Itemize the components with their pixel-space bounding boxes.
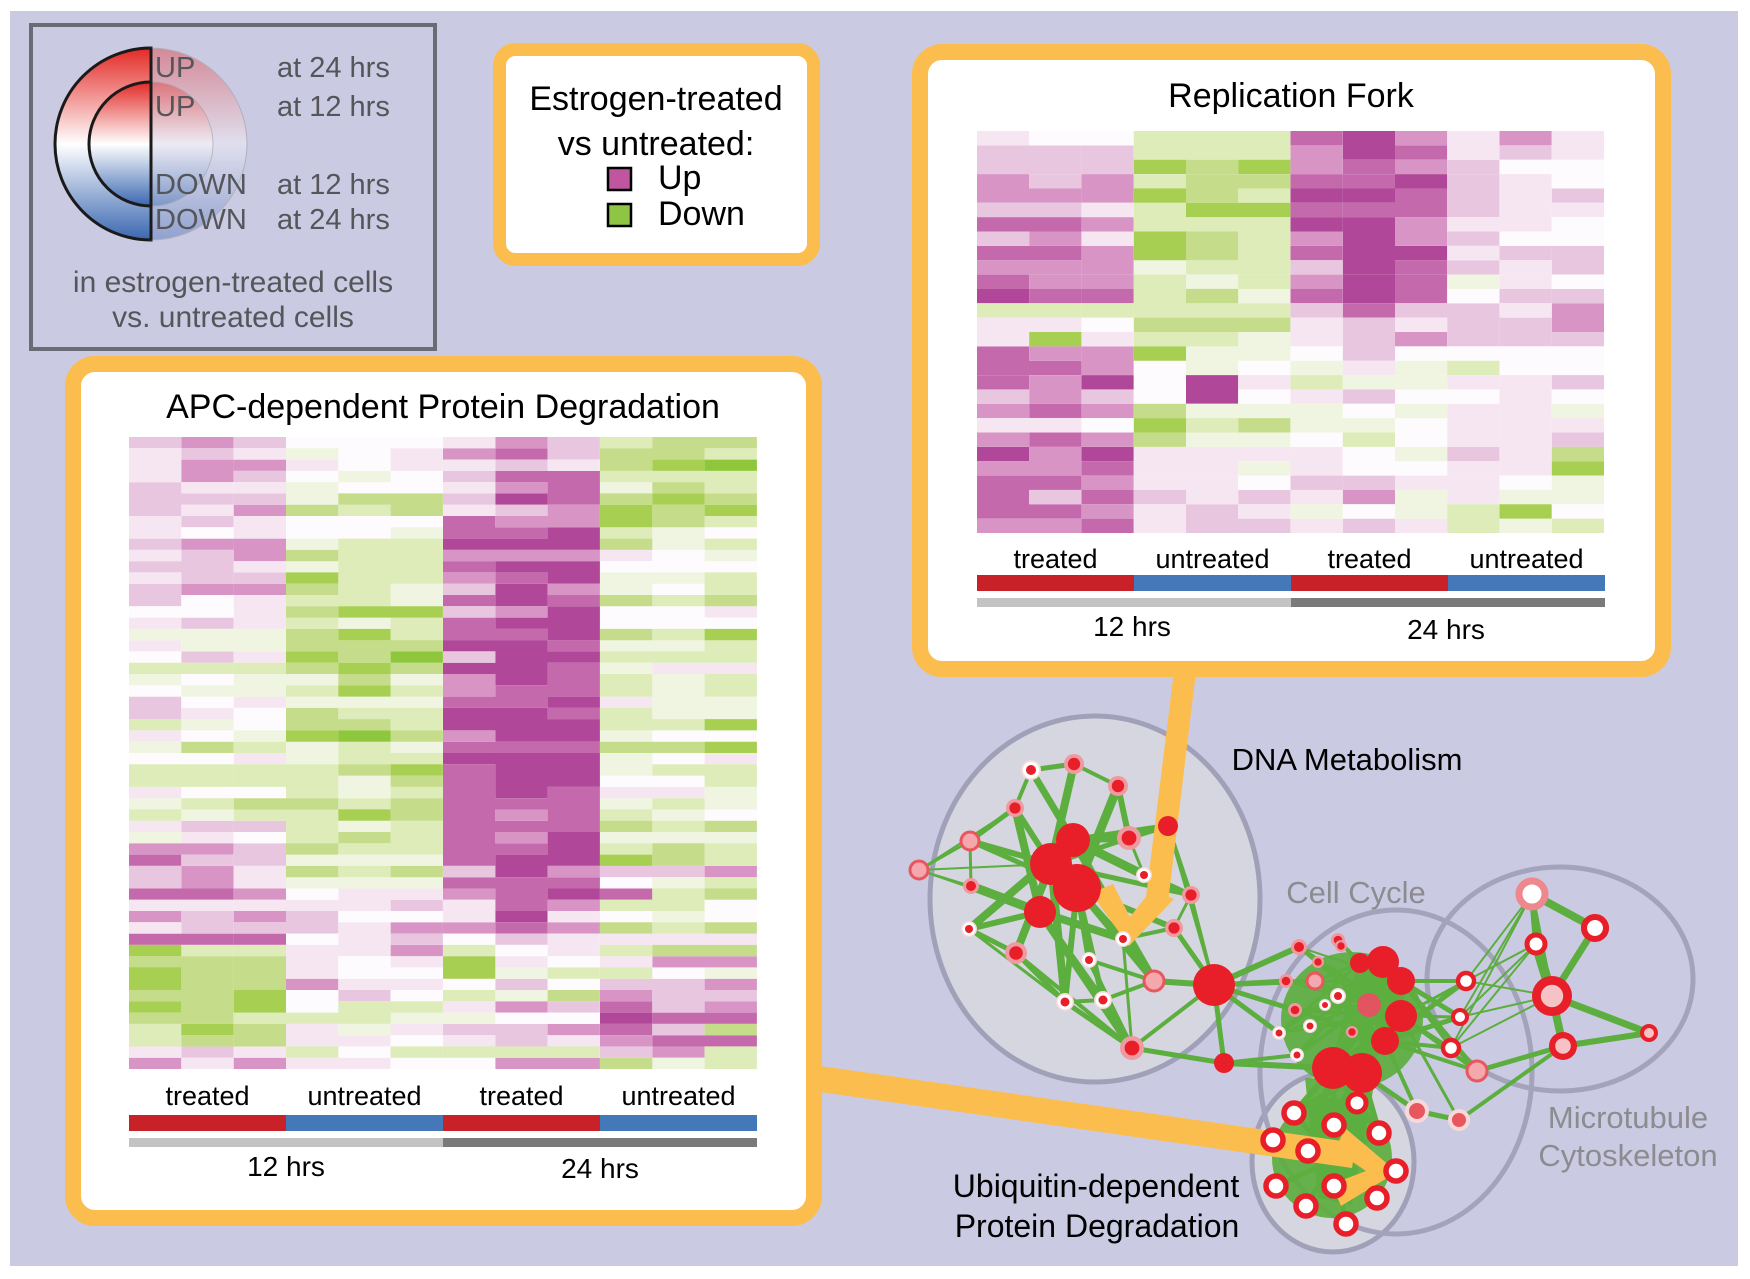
svg-text:vs untreated:: vs untreated:	[558, 125, 755, 163]
svg-text:Microtubule: Microtubule	[1548, 1100, 1708, 1135]
svg-text:treated: treated	[479, 1081, 563, 1111]
svg-text:untreated: untreated	[307, 1081, 421, 1111]
svg-text:untreated: untreated	[1469, 544, 1583, 574]
svg-text:Down: Down	[658, 195, 745, 233]
svg-text:24 hrs: 24 hrs	[561, 1153, 639, 1184]
svg-text:vs. untreated cells: vs. untreated cells	[112, 301, 354, 334]
svg-text:at 12 hrs: at 12 hrs	[277, 169, 390, 201]
svg-text:24 hrs: 24 hrs	[1407, 614, 1485, 645]
svg-text:Ubiquitin-dependent: Ubiquitin-dependent	[953, 1168, 1240, 1204]
svg-text:Cell Cycle: Cell Cycle	[1286, 875, 1426, 910]
svg-text:at 24 hrs: at 24 hrs	[277, 204, 390, 236]
svg-text:12 hrs: 12 hrs	[247, 1151, 325, 1182]
svg-text:Up: Up	[658, 159, 701, 197]
svg-text:Cytoskeleton: Cytoskeleton	[1538, 1138, 1717, 1173]
svg-text:Protein Degradation: Protein Degradation	[955, 1208, 1240, 1244]
svg-text:treated: treated	[1013, 544, 1097, 574]
svg-text:DOWN: DOWN	[155, 169, 247, 201]
svg-text:untreated: untreated	[621, 1081, 735, 1111]
svg-text:UP: UP	[155, 52, 195, 84]
svg-text:untreated: untreated	[1155, 544, 1269, 574]
svg-text:UP: UP	[155, 91, 195, 123]
svg-text:treated: treated	[165, 1081, 249, 1111]
svg-text:Replication Fork: Replication Fork	[1168, 77, 1415, 115]
svg-text:DNA Metabolism: DNA Metabolism	[1232, 742, 1463, 777]
svg-text:treated: treated	[1327, 544, 1411, 574]
svg-text:DOWN: DOWN	[155, 204, 247, 236]
svg-text:at 12 hrs: at 12 hrs	[277, 91, 390, 123]
svg-text:12 hrs: 12 hrs	[1093, 611, 1171, 642]
svg-text:at 24 hrs: at 24 hrs	[277, 52, 390, 84]
svg-text:Estrogen-treated: Estrogen-treated	[529, 80, 782, 118]
svg-text:in estrogen-treated cells: in estrogen-treated cells	[73, 266, 393, 299]
svg-text:APC-dependent Protein Degradat: APC-dependent Protein Degradation	[166, 388, 720, 426]
